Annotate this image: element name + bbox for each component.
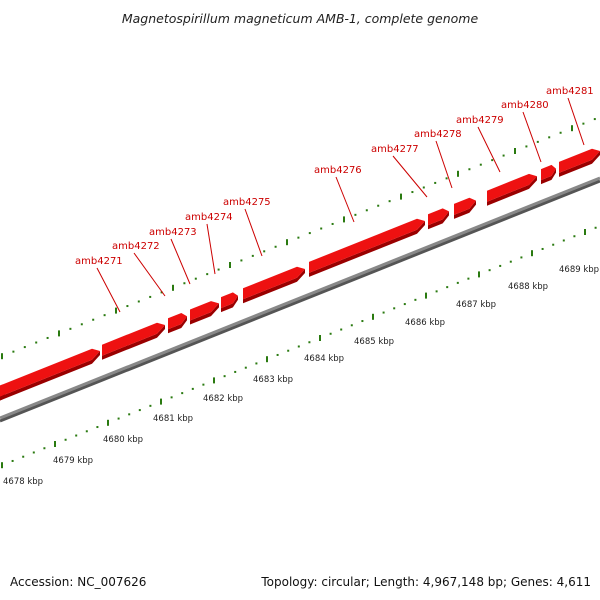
gene-leader-line bbox=[244, 208, 263, 257]
gene-arrow bbox=[102, 322, 165, 356]
gene-arrow bbox=[221, 292, 238, 309]
gene-arrow-shadow bbox=[243, 269, 305, 304]
gene-label: amb4276 bbox=[314, 165, 362, 176]
accession-text: Accession: NC_007626 bbox=[10, 575, 146, 589]
kbp-label: 4684 kbp bbox=[304, 354, 344, 364]
gene-arrow bbox=[428, 208, 449, 226]
gene-arrow bbox=[487, 173, 537, 202]
gene-track bbox=[0, 148, 600, 401]
gene-leader-line bbox=[206, 223, 216, 275]
topology-text: Topology: circular; Length: 4,967,148 bp… bbox=[260, 575, 591, 589]
gene-arrow bbox=[190, 301, 219, 321]
gene-leader-line bbox=[477, 126, 501, 173]
gene-arrow-shadow bbox=[309, 221, 425, 277]
kbp-label: 4680 kbp bbox=[103, 435, 143, 445]
gene-arrow bbox=[559, 148, 600, 173]
gene-arrow bbox=[309, 218, 425, 273]
gene-label: amb4275 bbox=[223, 197, 271, 208]
backbone-shadow bbox=[0, 179, 600, 423]
kbp-label: 4688 kbp bbox=[508, 282, 548, 292]
gene-label: amb4271 bbox=[75, 256, 123, 267]
kbp-label: 4682 kbp bbox=[203, 394, 243, 404]
gene-arrow-shadow bbox=[428, 211, 449, 230]
gene-leader-line bbox=[392, 155, 428, 198]
gene-label: amb4273 bbox=[149, 227, 197, 238]
gene-arrow-shadow bbox=[559, 151, 600, 177]
gene-leader-line bbox=[335, 176, 355, 223]
gene-leader-line bbox=[170, 238, 191, 285]
gene-arrow-shadow bbox=[168, 316, 187, 334]
gene-leader-line bbox=[567, 97, 585, 146]
gene-label: amb4274 bbox=[185, 212, 233, 223]
gene-label-layer: amb4271 amb4272 amb4273 amb4274 amb4275 amb42… bbox=[75, 86, 594, 313]
kbp-label: 4689 kbp bbox=[559, 265, 599, 275]
gene-arrow bbox=[454, 197, 476, 215]
gene-arrow bbox=[168, 312, 187, 330]
gene-arrow-shadow bbox=[0, 351, 100, 401]
lower-tick-track bbox=[1, 226, 597, 469]
kbp-label: 4679 kbp bbox=[53, 456, 93, 466]
upper-tick-track bbox=[1, 118, 596, 360]
gene-arrow-shadow bbox=[102, 325, 165, 360]
kbp-label: 4681 kbp bbox=[153, 414, 193, 424]
gene-label: amb4279 bbox=[456, 115, 504, 126]
kbp-label: 4678 kbp bbox=[3, 477, 43, 487]
gene-arrow-shadow bbox=[454, 200, 476, 219]
gene-arrow bbox=[0, 348, 100, 397]
gene-arrow-shadow bbox=[221, 295, 238, 313]
gene-label: amb4278 bbox=[414, 129, 462, 140]
gene-arrow-shadow bbox=[487, 176, 537, 206]
kbp-label-layer: 4678 kbp 4679 kbp 4680 kbp 4681 kbp 4682 kbp… bbox=[3, 265, 599, 487]
gene-label: amb4281 bbox=[546, 86, 594, 97]
genome-backbone bbox=[0, 176, 600, 423]
gene-leader-line bbox=[96, 267, 121, 313]
map-title: Magnetospirillum magneticum AMB-1, compl… bbox=[122, 11, 479, 26]
gene-arrow-shadow bbox=[541, 168, 556, 185]
backbone-line bbox=[0, 176, 600, 420]
gene-leader-line bbox=[133, 252, 166, 297]
gene-label: amb4277 bbox=[371, 144, 419, 155]
gene-label: amb4272 bbox=[112, 241, 160, 252]
gene-arrow bbox=[243, 266, 305, 300]
kbp-label: 4687 kbp bbox=[456, 300, 496, 310]
gene-label: amb4280 bbox=[501, 100, 549, 111]
gene-arrow-shadow bbox=[190, 303, 219, 325]
kbp-label: 4686 kbp bbox=[405, 318, 445, 328]
kbp-label: 4685 kbp bbox=[354, 337, 394, 347]
kbp-label: 4683 kbp bbox=[253, 375, 293, 385]
gene-leader-line bbox=[435, 140, 453, 189]
gene-leader-line bbox=[522, 111, 542, 163]
gene-arrow bbox=[541, 164, 556, 181]
